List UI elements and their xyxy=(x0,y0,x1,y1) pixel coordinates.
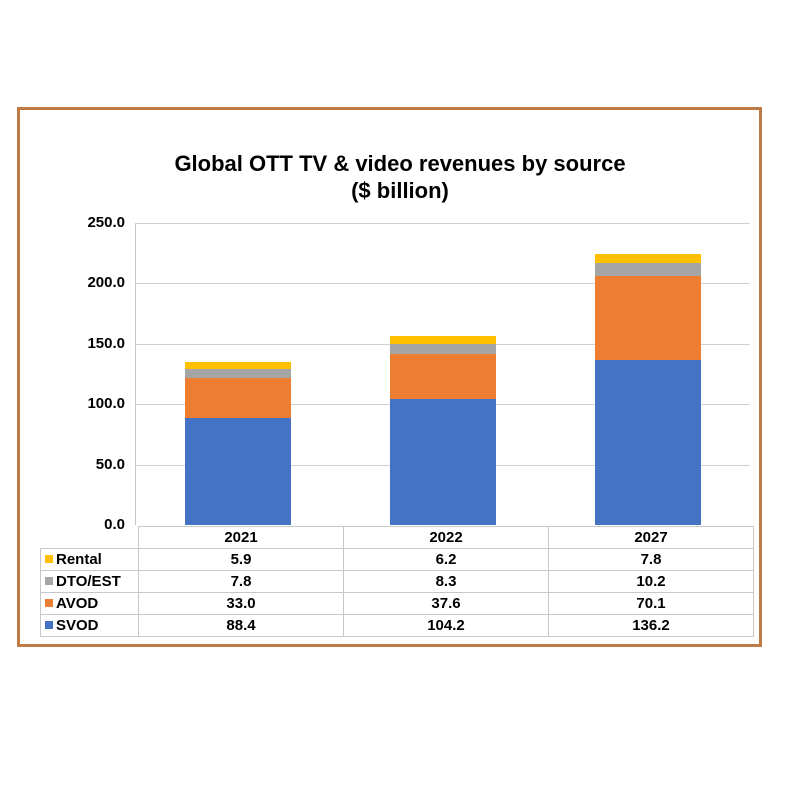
y-tick-label: 150.0 xyxy=(87,334,125,352)
bar-segment-rental xyxy=(389,336,496,344)
legend-entry: DTO/EST xyxy=(40,570,139,593)
table-row: AVOD 33.0 37.6 70.1 xyxy=(40,592,754,615)
legend-entry: SVOD xyxy=(40,614,139,637)
bar-segment-rental xyxy=(594,254,701,264)
bar-segment-avod xyxy=(184,378,291,419)
table-year-header: 2021 xyxy=(138,526,344,549)
bar-segment-rental xyxy=(184,361,291,369)
y-axis-line xyxy=(135,223,136,525)
table-cell: 88.4 xyxy=(138,614,344,637)
bar-segment-dto-est xyxy=(184,368,291,379)
chart-title: Global OTT TV & video revenues by source… xyxy=(0,150,800,204)
chart-title-line1: Global OTT TV & video revenues by source xyxy=(174,151,626,176)
legend-swatch-icon xyxy=(45,577,53,585)
bar-segment-svod xyxy=(389,399,496,525)
table-year-header: 2027 xyxy=(548,526,754,549)
bar-segment-avod xyxy=(594,275,701,361)
legend-label: DTO/EST xyxy=(56,573,121,590)
table-cell: 8.3 xyxy=(343,570,549,593)
table-row: DTO/EST 7.8 8.3 10.2 xyxy=(40,570,754,593)
y-tick-label: 200.0 xyxy=(87,274,125,292)
y-tick-label: 50.0 xyxy=(95,455,125,473)
table-cell: 70.1 xyxy=(548,592,754,615)
table-row: SVOD 88.4 104.2 136.2 xyxy=(40,614,754,637)
y-tick-label: 250.0 xyxy=(87,214,125,231)
y-tick-label: 100.0 xyxy=(87,395,125,413)
table-cell: 33.0 xyxy=(138,592,344,615)
table-cell: 104.2 xyxy=(343,614,549,637)
legend-label: SVOD xyxy=(56,617,99,634)
gridline xyxy=(135,283,750,285)
legend-label: AVOD xyxy=(56,595,99,612)
table-cell: 37.6 xyxy=(343,592,549,615)
legend-swatch-icon xyxy=(45,599,53,607)
bar-segment-svod xyxy=(184,418,291,525)
legend-entry: Rental xyxy=(40,548,139,571)
table-cell: 7.8 xyxy=(548,548,754,571)
gridline xyxy=(135,223,750,224)
table-cell: 6.2 xyxy=(343,548,549,571)
table-row: Rental 5.9 6.2 7.8 xyxy=(40,548,754,571)
bar-segment-dto-est xyxy=(594,263,701,276)
table-cell: 136.2 xyxy=(548,614,754,637)
legend-entry: AVOD xyxy=(40,592,139,615)
bar-2021 xyxy=(184,361,291,525)
legend-swatch-icon xyxy=(45,621,53,629)
legend-label: Rental xyxy=(56,551,102,568)
legend-swatch-icon xyxy=(45,555,53,563)
bar-2022 xyxy=(389,336,496,525)
chart-title-line2: ($ billion) xyxy=(351,178,449,203)
bar-segment-svod xyxy=(594,360,701,525)
table-cell: 7.8 xyxy=(138,570,344,593)
table-corner xyxy=(40,526,139,549)
data-table: 2021 2022 2027 Rental 5.9 6.2 7.8 DTO/EST 7.8 8.3… xyxy=(40,526,754,637)
bar-2027 xyxy=(594,254,701,525)
table-cell: 5.9 xyxy=(138,548,344,571)
bar-segment-dto-est xyxy=(389,343,496,354)
table-year-header: 2022 xyxy=(343,526,549,549)
bar-segment-avod xyxy=(389,353,496,400)
table-cell: 10.2 xyxy=(548,570,754,593)
plot-area xyxy=(135,223,750,525)
